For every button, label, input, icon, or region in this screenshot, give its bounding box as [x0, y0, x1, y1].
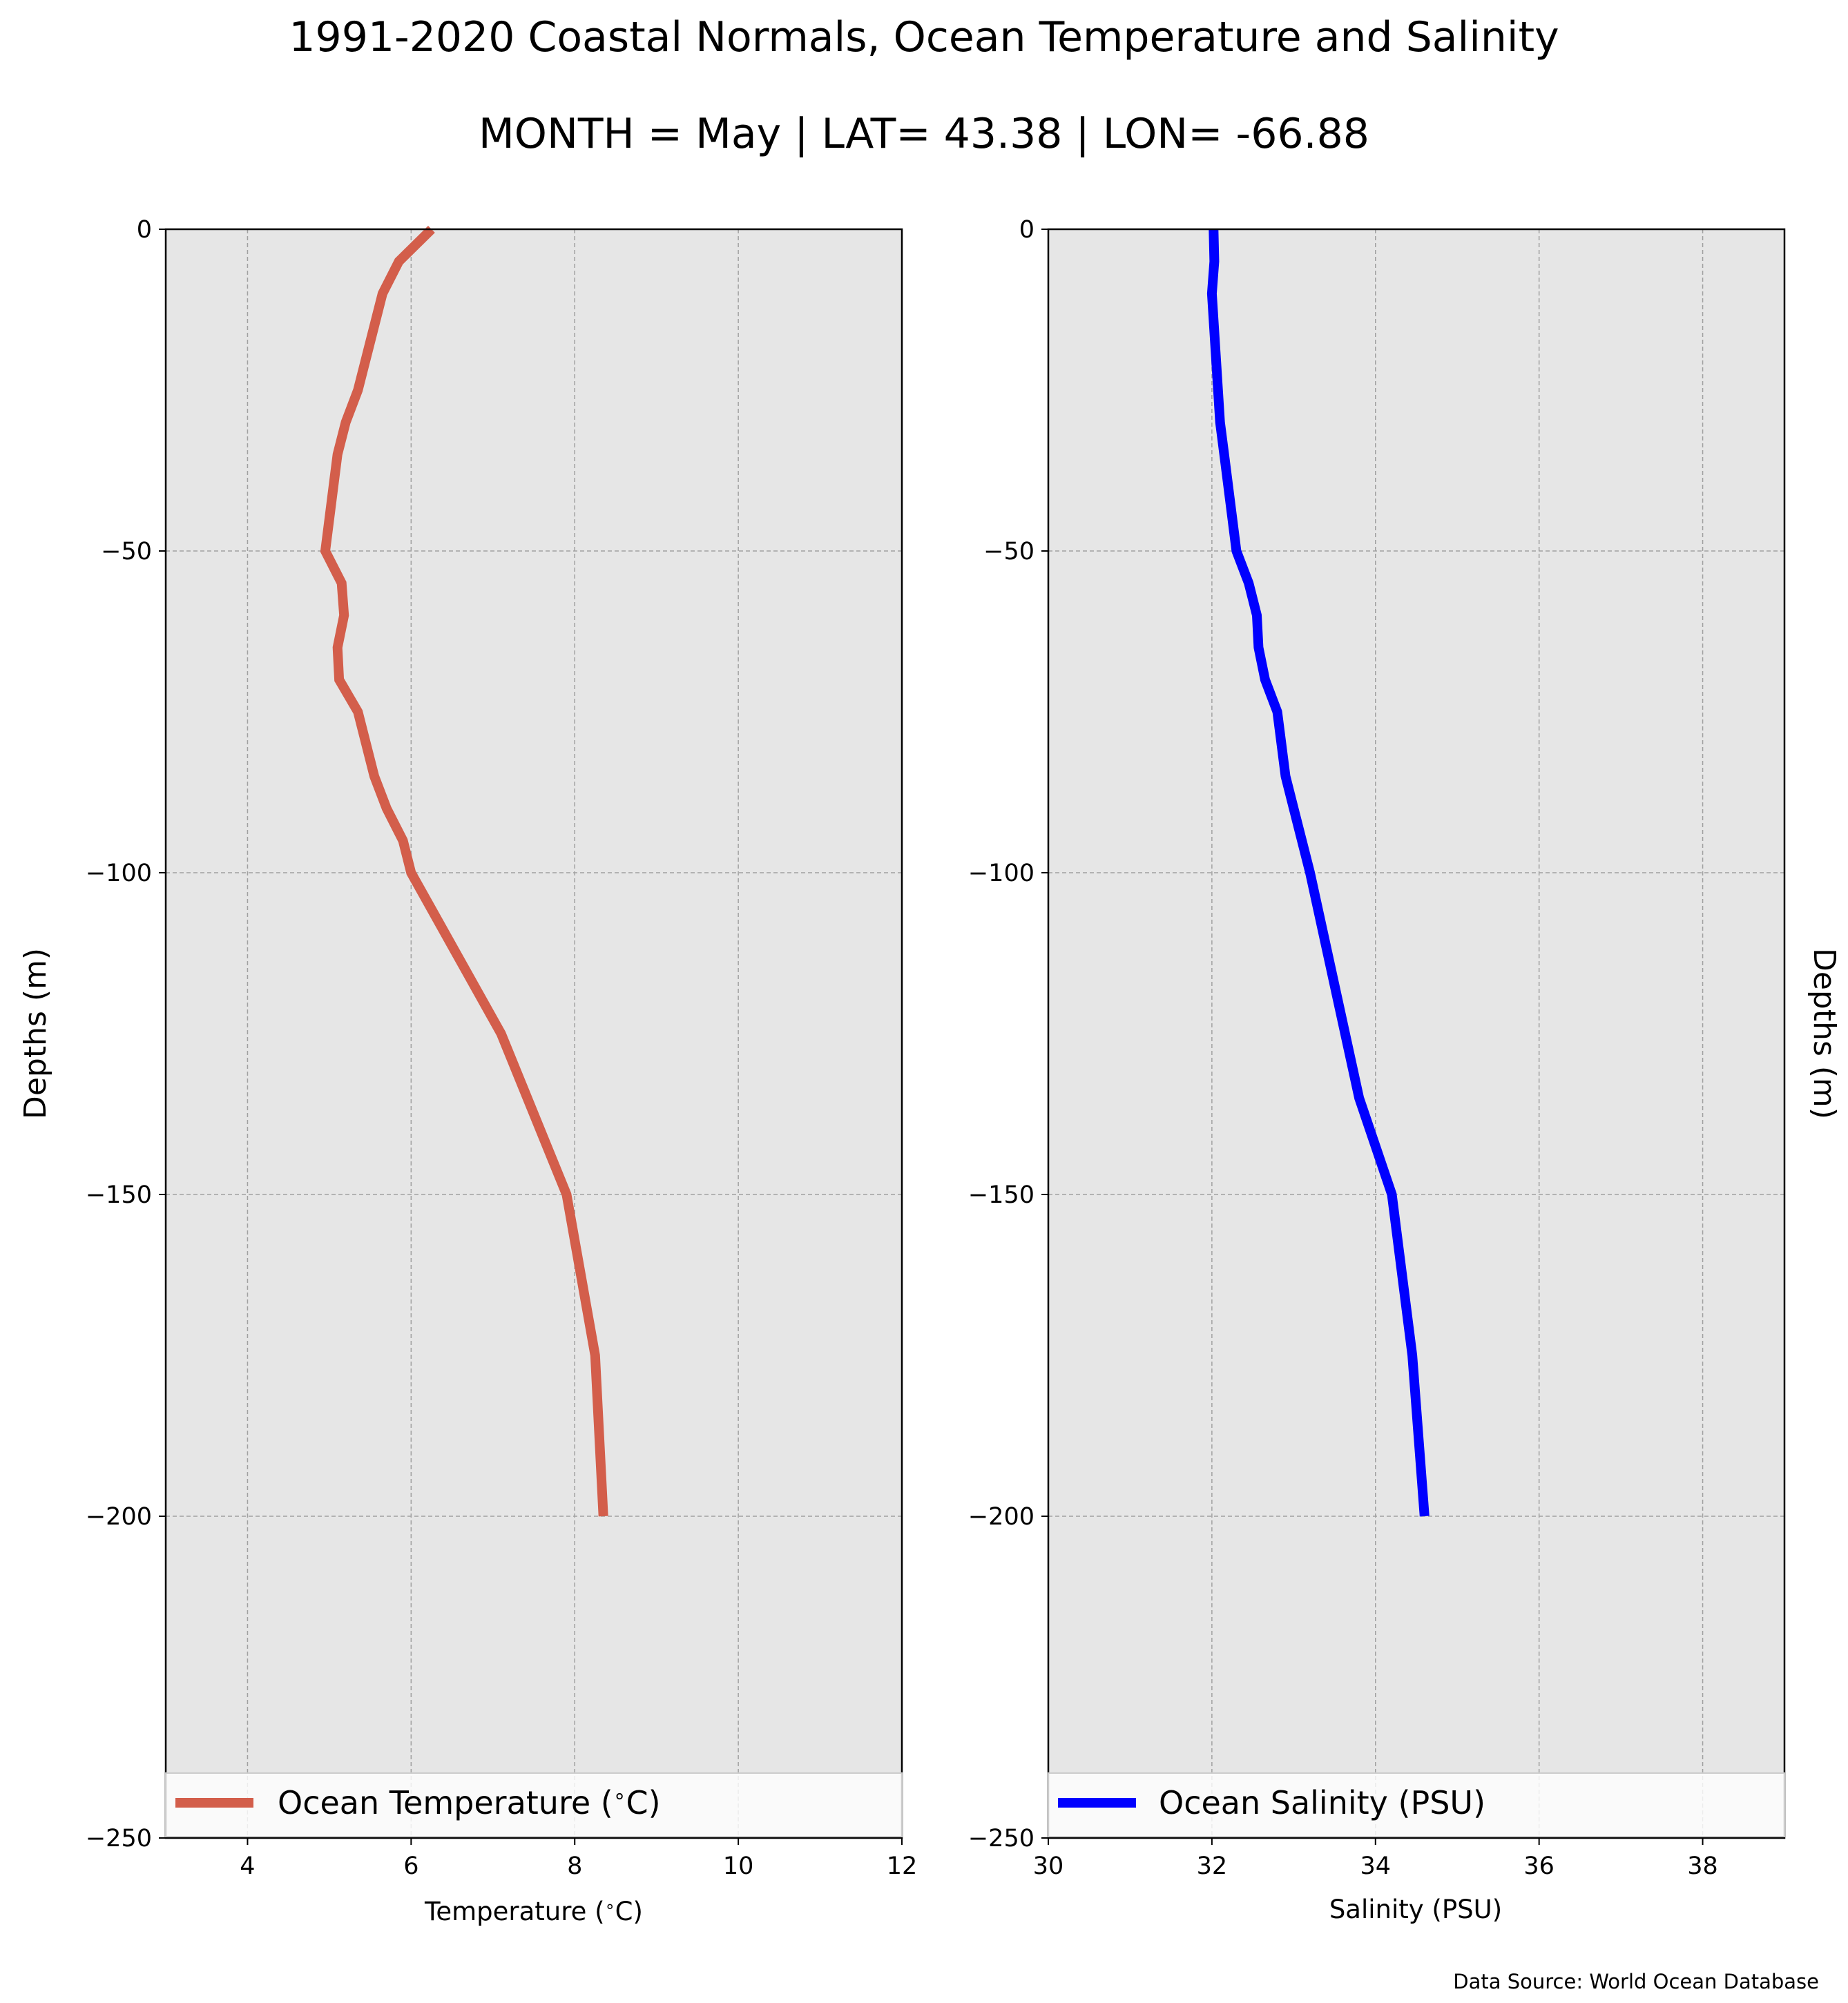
temperature-x-ticks: 4 6 8 10 12 — [240, 1838, 917, 1880]
temperature-y-ticks: 0 −50 −100 −150 −200 −250 — [86, 216, 166, 1852]
temperature-plot: 4 6 8 10 12 0 −50 −100 −150 −200 −250 Ocean Tempe… — [18, 216, 917, 1926]
salinity-y-tick-label: −250 — [968, 1825, 1034, 1852]
temperature-plot-frame — [164, 228, 903, 1839]
salinity-y-tick-label: −100 — [968, 860, 1034, 887]
temperature-y-tick-label: −150 — [86, 1181, 152, 1209]
salinity-plot: 30 32 34 36 38 0 −50 −100 −150 −200 −250 Ocean Sa… — [968, 216, 1842, 1924]
salinity-grid — [1048, 229, 1784, 1838]
temperature-series-line — [320, 226, 608, 1517]
salinity-y-tick-label: 0 — [1019, 216, 1034, 244]
salinity-x-tick-label: 38 — [1687, 1852, 1718, 1880]
temperature-y-tick-label: −100 — [86, 860, 152, 887]
temperature-x-tick-label: 12 — [887, 1852, 918, 1880]
salinity-y-ticks: 0 −50 −100 −150 −200 −250 — [968, 216, 1048, 1852]
temperature-x-tick-label: 6 — [403, 1852, 418, 1880]
salinity-x-tick-label: 30 — [1033, 1852, 1064, 1880]
temperature-plot-background — [166, 229, 902, 1838]
data-source-note: Data Source: World Ocean Database — [1453, 1970, 1819, 1993]
salinity-legend-box — [1048, 1772, 1785, 1837]
salinity-x-axis-label: Salinity (PSU) — [1329, 1895, 1502, 1924]
temperature-x-axis-label: Temperature (∘C) — [424, 1897, 643, 1926]
temperature-y-tick-label: −250 — [86, 1825, 152, 1852]
temperature-y-tick-label: −200 — [86, 1503, 152, 1531]
chart-title: 1991-2020 Coastal Normals, Ocean Tempera… — [289, 13, 1559, 61]
salinity-legend-label: Ocean Salinity (PSU) — [1159, 1784, 1485, 1821]
temperature-y-tick-label: −50 — [101, 538, 152, 565]
salinity-x-ticks: 30 32 34 36 38 — [1033, 1838, 1718, 1880]
temperature-series — [320, 226, 608, 1517]
salinity-series-line — [1206, 229, 1430, 1517]
salinity-series — [1206, 229, 1430, 1517]
salinity-plot-frame — [1047, 228, 1786, 1839]
temperature-x-tick-label: 8 — [567, 1852, 582, 1880]
salinity-y-tick-label: −200 — [968, 1503, 1034, 1531]
salinity-x-tick-label: 36 — [1523, 1852, 1555, 1880]
temperature-legend-box — [165, 1772, 903, 1837]
salinity-y-axis-label: Depths (m) — [1807, 948, 1842, 1119]
salinity-x-tick-label: 34 — [1360, 1852, 1392, 1880]
salinity-plot-background — [1048, 229, 1784, 1838]
temperature-grid — [166, 229, 902, 1838]
temperature-x-tick-label: 4 — [240, 1852, 255, 1880]
salinity-y-tick-label: −150 — [968, 1181, 1034, 1209]
salinity-y-tick-label: −50 — [983, 538, 1034, 565]
salinity-x-tick-label: 32 — [1197, 1852, 1228, 1880]
temperature-legend-label: Ocean Temperature (∘C) — [278, 1784, 661, 1821]
temperature-x-tick-label: 10 — [723, 1852, 754, 1880]
temperature-y-axis-label: Depths (m) — [18, 948, 53, 1119]
salinity-legend: Ocean Salinity (PSU) — [1048, 1772, 1785, 1837]
temperature-legend: Ocean Temperature (∘C) — [165, 1772, 903, 1837]
chart-subtitle: MONTH = May | LAT= 43.38 | LON= -66.88 — [479, 110, 1369, 158]
temperature-y-tick-label: 0 — [137, 216, 152, 244]
